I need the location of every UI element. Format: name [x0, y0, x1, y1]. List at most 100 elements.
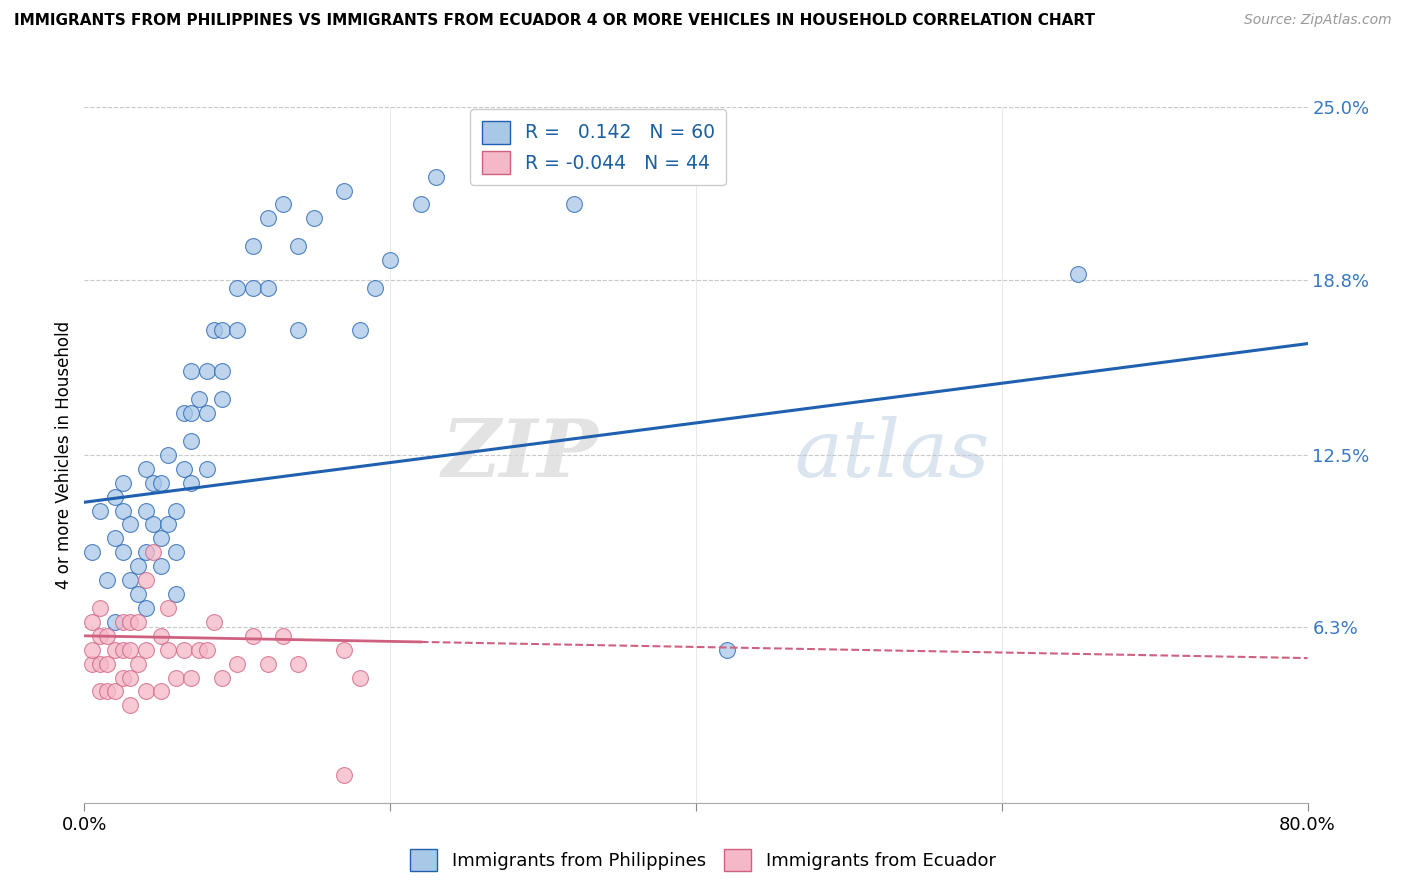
- Point: [195, 364, 218, 378]
- Point: [165, 587, 187, 601]
- Point: [165, 671, 187, 685]
- Point: [211, 323, 233, 337]
- Point: [120, 517, 142, 532]
- Point: [89, 657, 111, 671]
- Point: [333, 184, 356, 198]
- Point: [173, 642, 195, 657]
- Point: [142, 545, 165, 559]
- Point: [135, 573, 157, 587]
- Point: [180, 475, 202, 490]
- Point: [111, 615, 134, 629]
- Point: [104, 642, 127, 657]
- Point: [364, 281, 387, 295]
- Point: [135, 545, 157, 559]
- Point: [142, 517, 165, 532]
- Point: [211, 671, 233, 685]
- Point: [149, 559, 172, 574]
- Point: [165, 503, 187, 517]
- Point: [349, 671, 371, 685]
- Point: [127, 559, 149, 574]
- Point: [111, 671, 134, 685]
- Point: [211, 392, 233, 407]
- Point: [80, 615, 103, 629]
- Point: [242, 629, 264, 643]
- Point: [287, 239, 309, 253]
- Point: [120, 615, 142, 629]
- Point: [142, 475, 165, 490]
- Point: [104, 490, 127, 504]
- Point: [127, 657, 149, 671]
- Point: [180, 406, 202, 420]
- Point: [173, 406, 195, 420]
- Point: [96, 629, 118, 643]
- Text: IMMIGRANTS FROM PHILIPPINES VS IMMIGRANTS FROM ECUADOR 4 OR MORE VEHICLES IN HOU: IMMIGRANTS FROM PHILIPPINES VS IMMIGRANT…: [14, 13, 1095, 29]
- Point: [302, 211, 325, 226]
- Point: [157, 448, 180, 462]
- Point: [562, 197, 585, 211]
- Point: [380, 253, 402, 268]
- Point: [111, 642, 134, 657]
- Point: [226, 323, 249, 337]
- Point: [195, 406, 218, 420]
- Point: [135, 503, 157, 517]
- Point: [149, 475, 172, 490]
- Point: [257, 657, 280, 671]
- Point: [127, 615, 149, 629]
- Point: [165, 545, 187, 559]
- Point: [135, 462, 157, 476]
- Point: [202, 323, 225, 337]
- Point: [96, 657, 118, 671]
- Point: [96, 573, 118, 587]
- Point: [287, 657, 309, 671]
- Point: [226, 281, 249, 295]
- Point: [226, 657, 249, 671]
- Legend: Immigrants from Philippines, Immigrants from Ecuador: Immigrants from Philippines, Immigrants …: [404, 842, 1002, 879]
- Point: [120, 698, 142, 713]
- Point: [127, 587, 149, 601]
- Point: [173, 462, 195, 476]
- Legend: R =   0.142   N = 60, R = -0.044   N = 44: R = 0.142 N = 60, R = -0.044 N = 44: [470, 110, 725, 186]
- Text: atlas: atlas: [794, 417, 990, 493]
- Point: [135, 601, 157, 615]
- Point: [104, 615, 127, 629]
- Point: [80, 657, 103, 671]
- Point: [271, 629, 294, 643]
- Point: [89, 684, 111, 698]
- Point: [135, 684, 157, 698]
- Point: [333, 642, 356, 657]
- Point: [242, 239, 264, 253]
- Point: [96, 684, 118, 698]
- Point: [120, 573, 142, 587]
- Text: Source: ZipAtlas.com: Source: ZipAtlas.com: [1244, 13, 1392, 28]
- Point: [257, 281, 280, 295]
- Point: [333, 768, 356, 782]
- Point: [80, 642, 103, 657]
- Point: [111, 503, 134, 517]
- Point: [111, 475, 134, 490]
- Point: [104, 684, 127, 698]
- Point: [157, 601, 180, 615]
- Point: [202, 615, 225, 629]
- Point: [716, 642, 738, 657]
- Point: [242, 281, 264, 295]
- Point: [211, 364, 233, 378]
- Point: [257, 211, 280, 226]
- Point: [188, 392, 211, 407]
- Point: [149, 532, 172, 546]
- Point: [120, 671, 142, 685]
- Point: [195, 462, 218, 476]
- Point: [180, 434, 202, 448]
- Point: [111, 545, 134, 559]
- Point: [180, 364, 202, 378]
- Point: [409, 197, 432, 211]
- Point: [104, 532, 127, 546]
- Point: [89, 629, 111, 643]
- Point: [188, 642, 211, 657]
- Point: [80, 545, 103, 559]
- Point: [349, 323, 371, 337]
- Point: [195, 642, 218, 657]
- Point: [149, 684, 172, 698]
- Text: ZIP: ZIP: [441, 417, 598, 493]
- Point: [149, 629, 172, 643]
- Point: [425, 169, 447, 184]
